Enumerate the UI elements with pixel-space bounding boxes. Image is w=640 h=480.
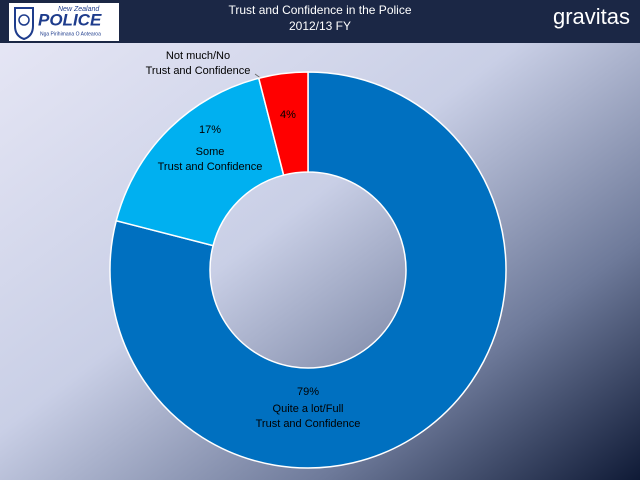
logo-badge-ring bbox=[18, 14, 30, 26]
category-label: Trust and Confidence bbox=[256, 418, 361, 430]
value-label: 17% bbox=[199, 124, 221, 136]
donut-slice bbox=[115, 77, 285, 247]
logo-name: POLICE bbox=[38, 10, 102, 29]
category-label: Quite a lot/Full bbox=[273, 403, 344, 415]
chart-title: Trust and Confidence in the Police bbox=[229, 3, 412, 17]
logo-top: New Zealand bbox=[58, 6, 100, 13]
value-label: 79% bbox=[297, 386, 319, 398]
category-label: Not much/No bbox=[166, 50, 230, 62]
logo-badge bbox=[14, 7, 34, 41]
brand: gravitas bbox=[553, 4, 630, 29]
donut-slice bbox=[257, 71, 309, 176]
category-label: Some bbox=[196, 146, 225, 158]
chart-subtitle: 2012/13 FY bbox=[289, 19, 351, 33]
donut-slice bbox=[109, 71, 507, 469]
logo: New Zealand POLICE Nga Pirihimana O Aote… bbox=[9, 3, 119, 41]
logo-motto: Nga Pirihimana O Aotearoa bbox=[40, 31, 101, 37]
value-label: 4% bbox=[280, 109, 296, 121]
category-label: Trust and Confidence bbox=[146, 65, 251, 77]
category-label: Trust and Confidence bbox=[158, 161, 263, 173]
